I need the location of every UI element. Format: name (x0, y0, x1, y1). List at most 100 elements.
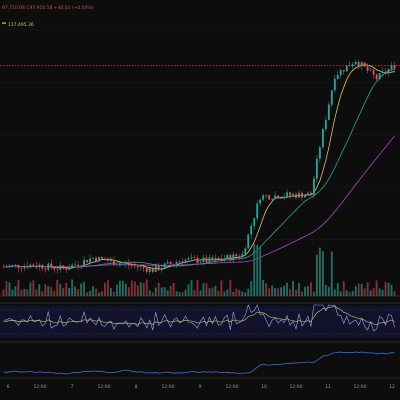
volume-bar (133, 281, 136, 296)
volume-bar (244, 292, 247, 296)
volume-bar (163, 287, 166, 296)
volume-bar (130, 280, 133, 296)
volume-bar (62, 287, 65, 296)
candle-body (226, 254, 229, 259)
volume-bar (315, 254, 318, 296)
candle-body (89, 258, 91, 263)
candle-body (387, 69, 390, 73)
volume-bar (115, 284, 118, 296)
candle-body (68, 268, 71, 270)
volume-bar (301, 291, 303, 296)
candle-body (310, 192, 312, 195)
volume-bar (38, 284, 41, 296)
volume-bar (80, 283, 83, 296)
volume-bar (318, 247, 321, 296)
volume-bar (50, 286, 53, 296)
candle-body (301, 192, 303, 198)
volume-bar (14, 286, 17, 296)
volume-bar (292, 281, 294, 296)
time-axis-label: 12:00 (98, 384, 111, 390)
volume-bar (366, 282, 369, 296)
volume-bar (351, 291, 354, 296)
candle-body (77, 264, 80, 266)
volume-bar (208, 288, 211, 296)
volume-bar (157, 282, 160, 296)
candle-body (193, 257, 196, 259)
candle-body (211, 257, 214, 261)
volume-bar (384, 281, 387, 296)
volume-bar (262, 280, 265, 296)
volume-bar (29, 282, 32, 296)
candle-body (238, 256, 241, 258)
volume-bar (95, 288, 97, 296)
candle-body (41, 264, 44, 269)
candle-body (229, 254, 232, 261)
candle-body (118, 263, 121, 265)
volume-bar (118, 280, 121, 296)
candle-body (163, 263, 166, 269)
candle-body (86, 259, 88, 263)
volume-bar (5, 281, 8, 296)
volume-bar (286, 282, 288, 296)
volume-bar (363, 288, 366, 296)
candle-body (44, 268, 47, 270)
candle-body (169, 262, 172, 264)
volume-bar (47, 286, 50, 296)
candle-body (2, 266, 5, 268)
candle-body (62, 265, 65, 269)
volume-bar (324, 284, 327, 296)
volume-bar (127, 287, 130, 296)
ma-fast-line (3, 64, 395, 270)
volume-bar (229, 279, 232, 296)
candle-body (11, 265, 14, 266)
volume-bar (169, 285, 172, 296)
candle-body (250, 225, 253, 235)
volume-bar (101, 291, 103, 296)
candle-body (247, 234, 250, 249)
candle-body (393, 65, 396, 69)
candle-body (262, 195, 265, 200)
volume-bar (265, 283, 268, 296)
time-axis-label: 7 (71, 384, 74, 390)
candle-body (184, 259, 187, 263)
volume-bar (32, 280, 35, 296)
volume-bar (241, 291, 244, 296)
volume-bar (378, 288, 381, 296)
volume-bar (8, 282, 11, 296)
volume-bar (92, 286, 94, 296)
volume-bar (184, 289, 187, 296)
candle-body (142, 266, 145, 269)
candle-body (363, 62, 366, 67)
volume-bar (369, 290, 372, 296)
candle-body (330, 90, 333, 105)
volume-bar (142, 283, 145, 296)
candle-body (307, 192, 309, 196)
volume-bar (336, 283, 339, 296)
volume-bar (312, 291, 315, 296)
volume-bar (56, 279, 59, 296)
volume-bar (172, 282, 175, 296)
candle-body (295, 194, 297, 198)
candle-body (107, 260, 109, 262)
candle-body (157, 265, 160, 271)
candle-body (8, 265, 11, 268)
candle-body (38, 264, 41, 268)
volume-bar (86, 292, 88, 296)
time-axis-label: 12:00 (162, 384, 175, 390)
volume-bar (98, 292, 100, 296)
volume-bar (41, 291, 44, 296)
volume-bar (387, 282, 390, 296)
candle-body (115, 264, 118, 266)
volume-bar (304, 286, 306, 296)
candle-body (259, 199, 262, 204)
candle-body (187, 258, 190, 260)
candle-body (324, 119, 327, 130)
volume-bar (217, 290, 220, 296)
rsi-pane (0, 304, 400, 338)
candle-body (223, 258, 226, 260)
candle-body (360, 62, 363, 67)
volume-bar (295, 289, 297, 296)
candle-body (50, 263, 53, 268)
